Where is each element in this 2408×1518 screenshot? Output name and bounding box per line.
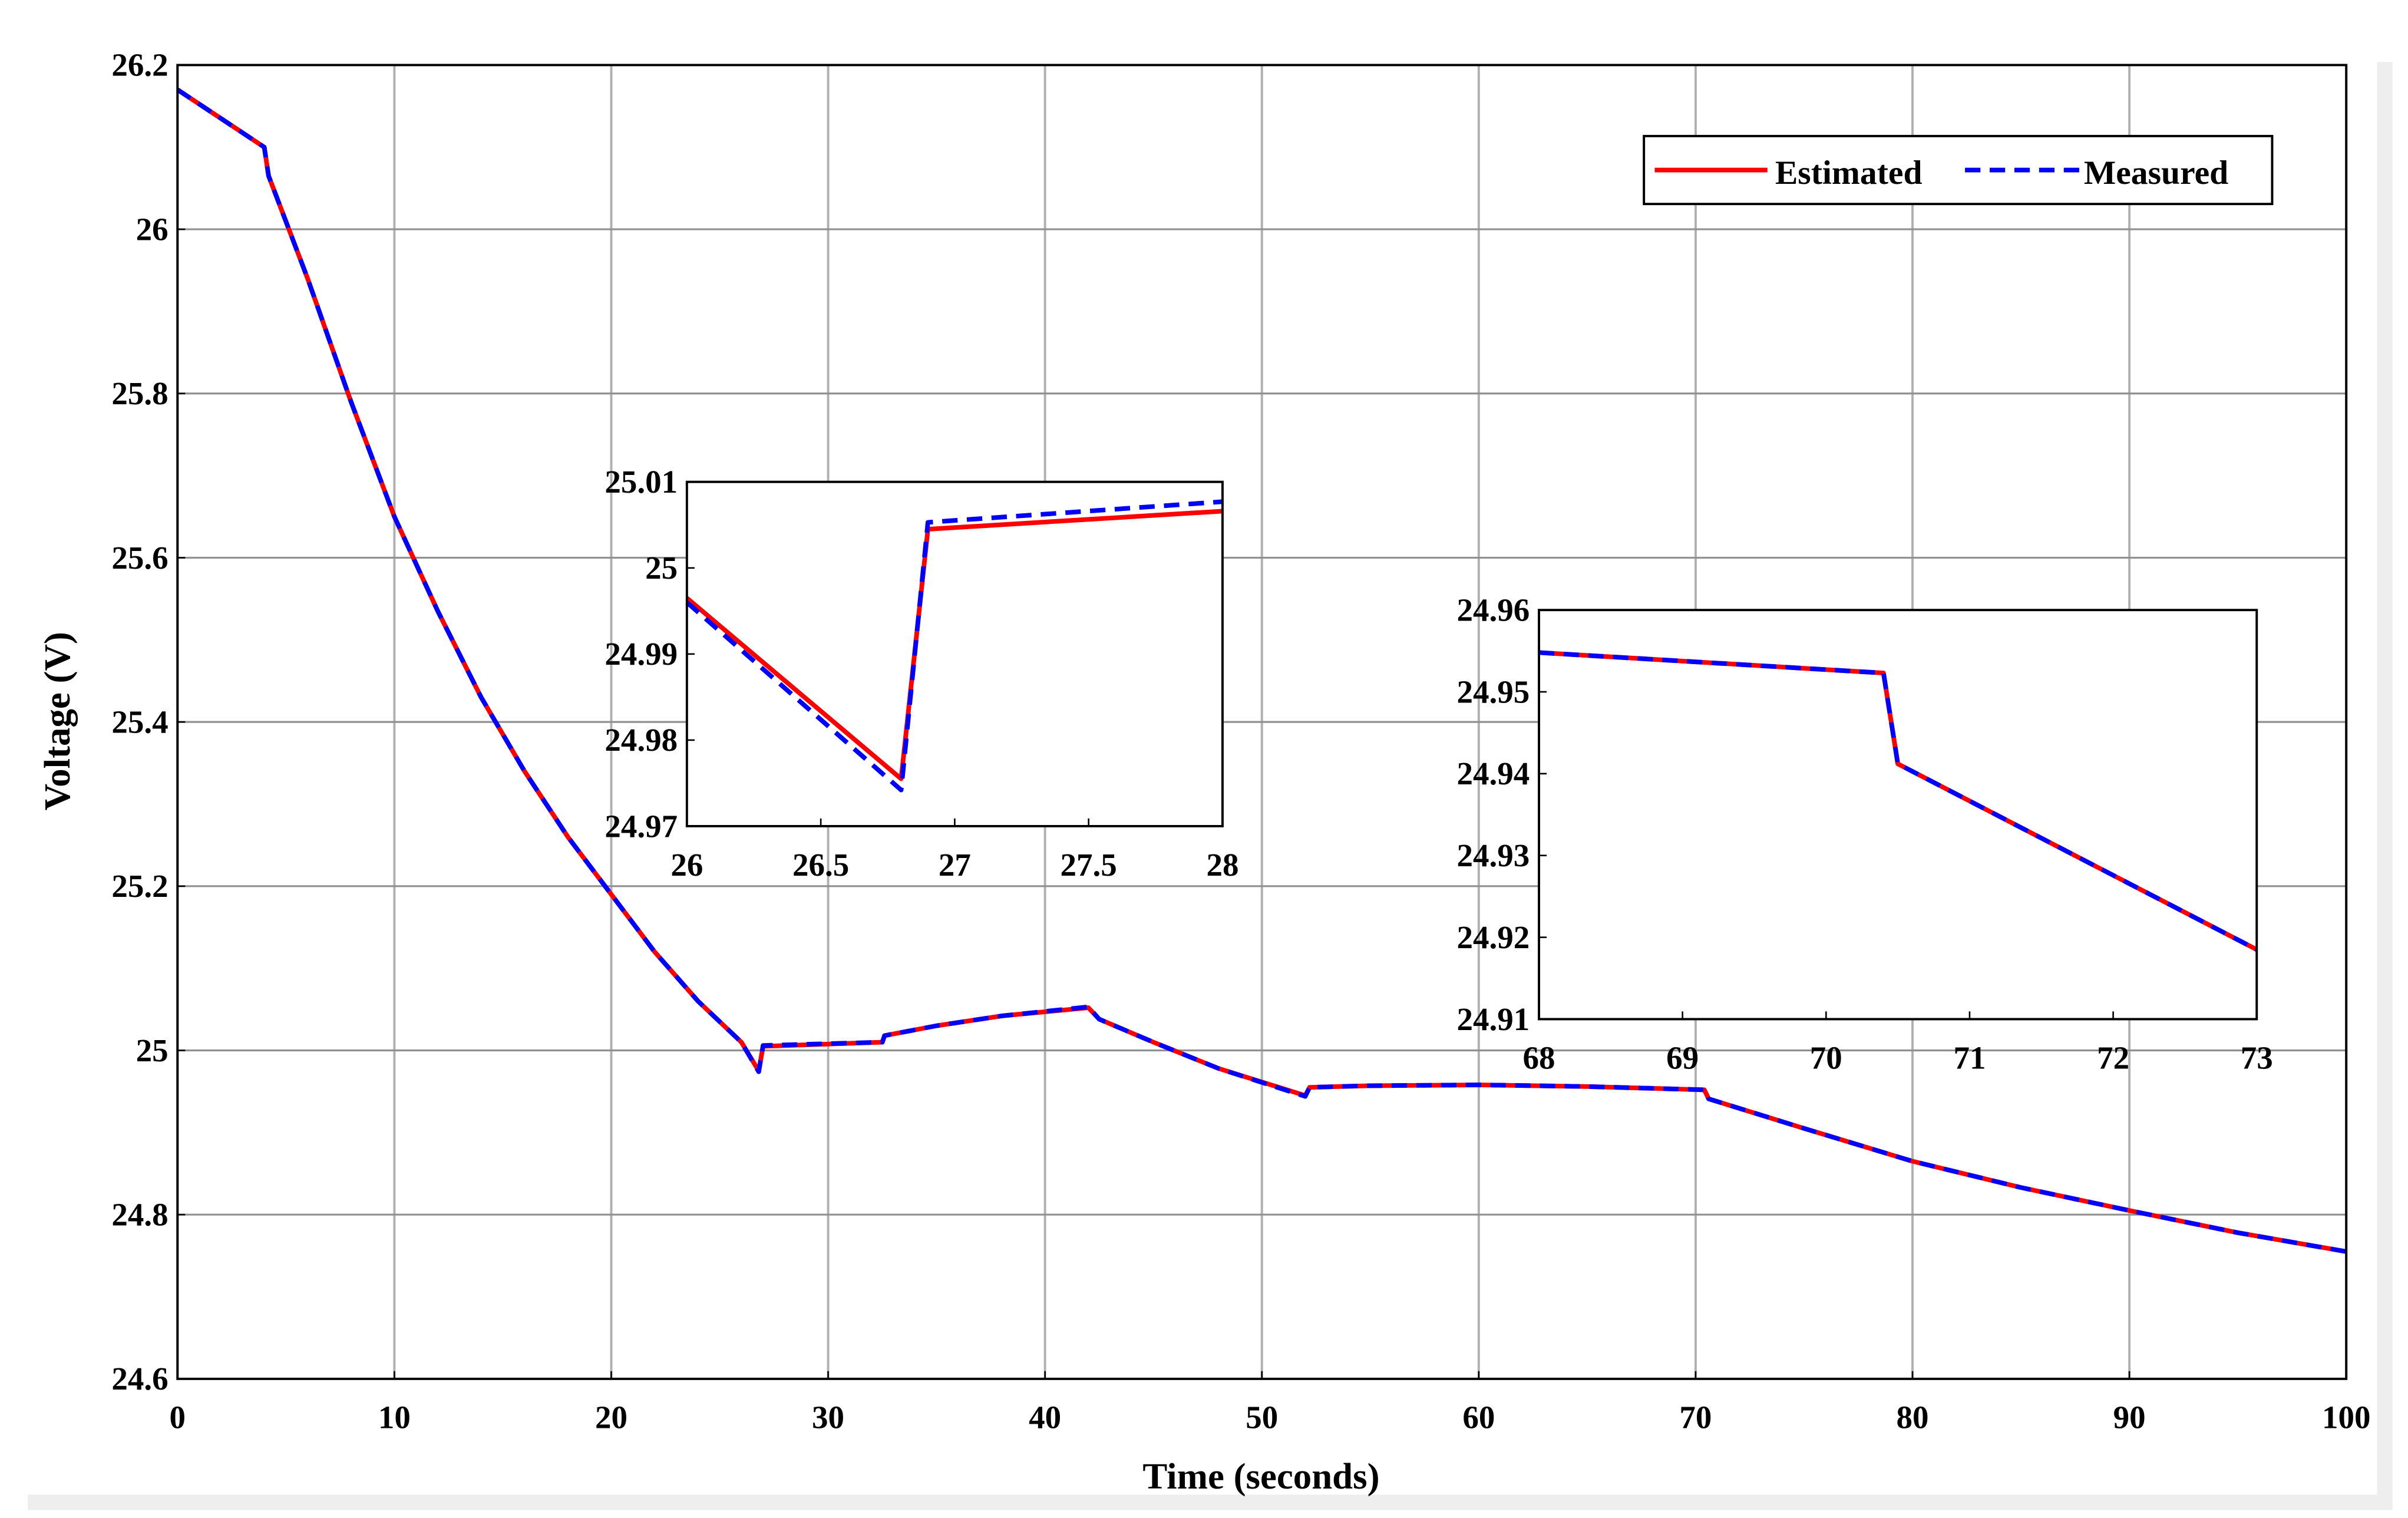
- right-border-strip: [2377, 62, 2393, 1510]
- legend-label-measured: Measured: [2084, 154, 2228, 192]
- inset2-y-tick-label: 24.95: [1457, 674, 1530, 710]
- inset1-y-tick-label: 24.99: [605, 636, 678, 672]
- main-y-tick-label: 25: [136, 1032, 169, 1068]
- inset2-x-tick-label: 72: [2097, 1040, 2129, 1075]
- inset1-axes-frame: [685, 480, 1224, 827]
- main-x-tick-label: 90: [2113, 1400, 2146, 1436]
- main-y-tick-label: 25.4: [111, 704, 168, 740]
- inset2-y-tick-label: 24.96: [1457, 592, 1530, 628]
- legend: Estimated Measured: [1643, 134, 2274, 206]
- main-x-tick-label: 20: [595, 1400, 627, 1436]
- inset2-y-tick-label: 24.93: [1457, 837, 1530, 873]
- inset1-series-measured: [685, 499, 1223, 793]
- main-x-tick-label: 50: [1246, 1400, 1278, 1436]
- inset1-x-tick-label: 27.5: [1061, 847, 1117, 883]
- main-y-tick-label: 24.8: [111, 1197, 168, 1233]
- main-x-tick-label: 100: [2322, 1400, 2371, 1436]
- main-y-tick-label: 25.6: [111, 540, 168, 576]
- main-x-tick-label: 80: [1897, 1400, 1929, 1436]
- inset2-x-tick-label: 70: [1810, 1040, 1842, 1075]
- inset1-y-tick-label: 24.97: [605, 808, 678, 844]
- inset1-y-tick-label: 25.01: [605, 464, 678, 500]
- inset1-x-tick-label: 26: [670, 847, 703, 883]
- inset1-x-tick-label: 26.5: [792, 847, 849, 883]
- main-y-tick-label: 25.8: [111, 375, 168, 411]
- main-x-tick-label: 30: [812, 1400, 844, 1436]
- inset2-x-tick-label: 73: [2241, 1040, 2273, 1075]
- inset2-y-tick-label: 24.94: [1457, 755, 1530, 791]
- inset1-y-tick-label: 25: [645, 550, 678, 586]
- main-x-tick-label: 40: [1029, 1400, 1061, 1436]
- inset2-x-tick-label: 71: [1953, 1040, 1986, 1075]
- inset1-y-tick-label: 24.98: [605, 722, 678, 758]
- y-axis-label: Voltage (V): [37, 632, 78, 810]
- main-y-tick-label: 25.2: [111, 868, 168, 904]
- inset2-axes-frame: [1538, 609, 2258, 1021]
- inset2-x-tick-label: 68: [1523, 1040, 1555, 1075]
- main-y-tick-label: 26.2: [111, 47, 168, 83]
- legend-label-estimated: Estimated: [1775, 154, 1923, 192]
- main-series-measured: [176, 87, 2347, 1254]
- main-y-tick-label: 24.6: [111, 1361, 168, 1397]
- bottom-border-strip: [28, 1494, 2393, 1510]
- inset1-x-tick-label: 27: [939, 847, 971, 883]
- inset2-y-tick-label: 24.92: [1457, 919, 1530, 955]
- main-x-tick-label: 10: [378, 1400, 411, 1436]
- main-x-tick-label: 60: [1462, 1400, 1495, 1436]
- inset2-x-tick-label: 69: [1666, 1040, 1699, 1075]
- inset1-x-tick-label: 28: [1206, 847, 1238, 883]
- main-axes-frame: [176, 64, 2348, 1380]
- main-x-tick-label: 0: [170, 1400, 186, 1436]
- inset2-plot-area: [1539, 610, 2257, 1019]
- main-y-tick-label: 26: [136, 211, 169, 247]
- inset2-series-estimated: [1538, 650, 2258, 952]
- inset1-plot-area: [686, 481, 1223, 826]
- main-x-tick-label: 70: [1679, 1400, 1712, 1436]
- x-axis-label: Time (seconds): [1142, 1456, 1379, 1497]
- inset2-y-tick-label: 24.91: [1457, 1001, 1530, 1037]
